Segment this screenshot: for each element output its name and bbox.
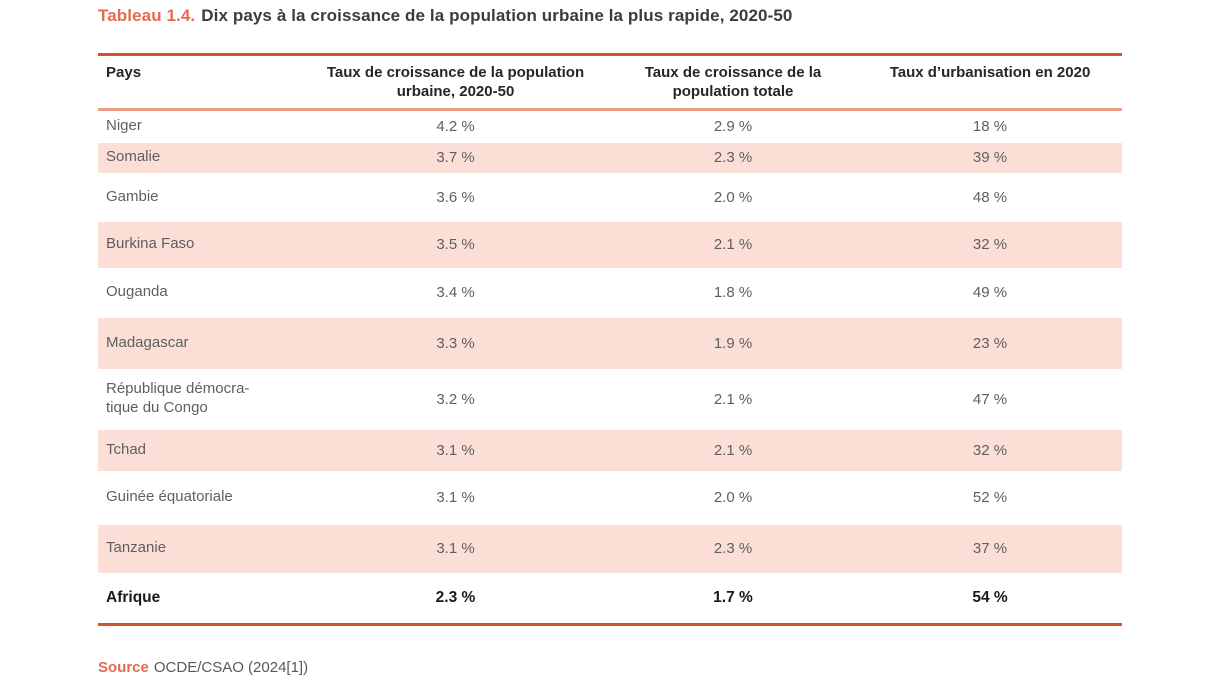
cell-pays: Ouganda xyxy=(106,283,168,301)
cell-urbaine: 3.1 % xyxy=(436,441,475,459)
cell-urbanisation: 39 % xyxy=(972,149,1008,166)
table-row-gambie: Gambie 3.6 % 2.0 % 48 % xyxy=(98,173,1122,222)
cell-urbanisation: 37 % xyxy=(972,540,1008,557)
cell-urbaine: 3.3 % xyxy=(436,334,475,352)
table-row-rd-congo: République démocra-tique du Congo 3.2 % … xyxy=(98,369,1122,430)
cell-pays: Guinée équatoriale xyxy=(106,488,233,506)
cell-pays: Tanzanie xyxy=(106,539,167,557)
cell-urbaine: 4.2 % xyxy=(436,118,475,135)
cell-totale: 1.9 % xyxy=(713,334,753,352)
header-pays: Pays xyxy=(106,64,142,81)
table-title-text: Dix pays à la croissance de la populatio… xyxy=(201,6,793,25)
data-table: Pays Taux de croissance de la population… xyxy=(98,53,1122,626)
cell-totale: 1.7 % xyxy=(713,588,753,606)
table-row-niger: Niger 4.2 % 2.9 % 18 % xyxy=(98,111,1122,143)
cell-urbaine: 3.1 % xyxy=(436,489,475,506)
table-row-somalie: Somalie 3.7 % 2.3 % 39 % xyxy=(98,142,1122,173)
cell-totale: 1.8 % xyxy=(713,284,753,301)
header-taux-urbanisation: Taux d’urbanisation en 2020 xyxy=(889,64,1091,81)
table-row-burkina-faso: Burkina Faso 3.5 % 2.1 % 32 % xyxy=(98,221,1122,268)
cell-urbanisation: 54 % xyxy=(972,588,1008,606)
table-row-ouganda: Ouganda 3.4 % 1.8 % 49 % xyxy=(98,268,1122,318)
cell-pays: Madagascar xyxy=(106,333,189,351)
cell-totale: 2.3 % xyxy=(713,149,753,166)
cell-urbanisation: 52 % xyxy=(972,489,1008,506)
cell-urbaine: 3.6 % xyxy=(436,188,475,206)
cell-pays: République démocra-tique du Congo xyxy=(106,380,250,416)
cell-totale: 2.9 % xyxy=(713,118,753,135)
table-header-row: Pays Taux de croissance de la population… xyxy=(98,56,1122,111)
cell-urbanisation: 49 % xyxy=(972,284,1008,301)
table-title: Tableau 1.4. Dix pays à la croissance de … xyxy=(98,6,1216,26)
cell-pays: Burkina Faso xyxy=(106,235,195,253)
cell-totale: 2.1 % xyxy=(713,390,753,408)
cell-urbanisation: 47 % xyxy=(972,390,1008,408)
cell-urbanisation: 32 % xyxy=(972,236,1008,253)
cell-totale: 2.1 % xyxy=(713,441,753,459)
cell-urbanisation: 18 % xyxy=(972,118,1008,135)
cell-urbaine: 3.7 % xyxy=(436,149,475,166)
cell-urbaine: 3.5 % xyxy=(436,236,475,253)
cell-totale: 2.0 % xyxy=(713,188,753,206)
cell-urbaine: 3.4 % xyxy=(436,284,475,301)
table-title-label: Tableau 1.4. xyxy=(98,6,196,25)
cell-pays: Afrique xyxy=(106,588,161,606)
table-row-madagascar: Madagascar 3.3 % 1.9 % 23 % xyxy=(98,317,1122,369)
source-label: Source xyxy=(98,658,149,676)
table-row-tanzanie: Tanzanie 3.1 % 2.3 % 37 % xyxy=(98,524,1122,573)
table-body: Niger 4.2 % 2.9 % 18 % Somalie 3.7 % 2.3… xyxy=(98,111,1122,623)
source-text: OCDE/CSAO (2024[1]) xyxy=(153,658,309,676)
cell-totale: 2.1 % xyxy=(713,236,753,253)
table-row-afrique: Afrique 2.3 % 1.7 % 54 % xyxy=(98,573,1122,623)
header-taux-croissance-totale: Taux de croissance de la population tota… xyxy=(644,64,822,100)
table-row-guinee-equatoriale: Guinée équatoriale 3.1 % 2.0 % 52 % xyxy=(98,471,1122,525)
cell-urbanisation: 32 % xyxy=(972,441,1008,459)
cell-urbanisation: 23 % xyxy=(972,334,1008,352)
cell-urbanisation: 48 % xyxy=(972,188,1008,206)
header-taux-croissance-urbaine: Taux de croissance de la population urba… xyxy=(326,64,585,100)
cell-urbaine: 3.1 % xyxy=(436,540,475,557)
cell-pays: Tchad xyxy=(106,440,147,458)
cell-totale: 2.3 % xyxy=(713,540,753,557)
cell-urbaine: 3.2 % xyxy=(436,390,475,408)
cell-urbaine: 2.3 % xyxy=(435,588,476,606)
cell-pays: Somalie xyxy=(106,148,161,166)
cell-pays: Gambie xyxy=(106,187,159,205)
source-note: Source OCDE/CSAO (2024[1]) xyxy=(98,659,1216,676)
table-row-tchad: Tchad 3.1 % 2.1 % 32 % xyxy=(98,429,1122,471)
cell-totale: 2.0 % xyxy=(713,489,753,506)
cell-pays: Niger xyxy=(106,117,142,135)
